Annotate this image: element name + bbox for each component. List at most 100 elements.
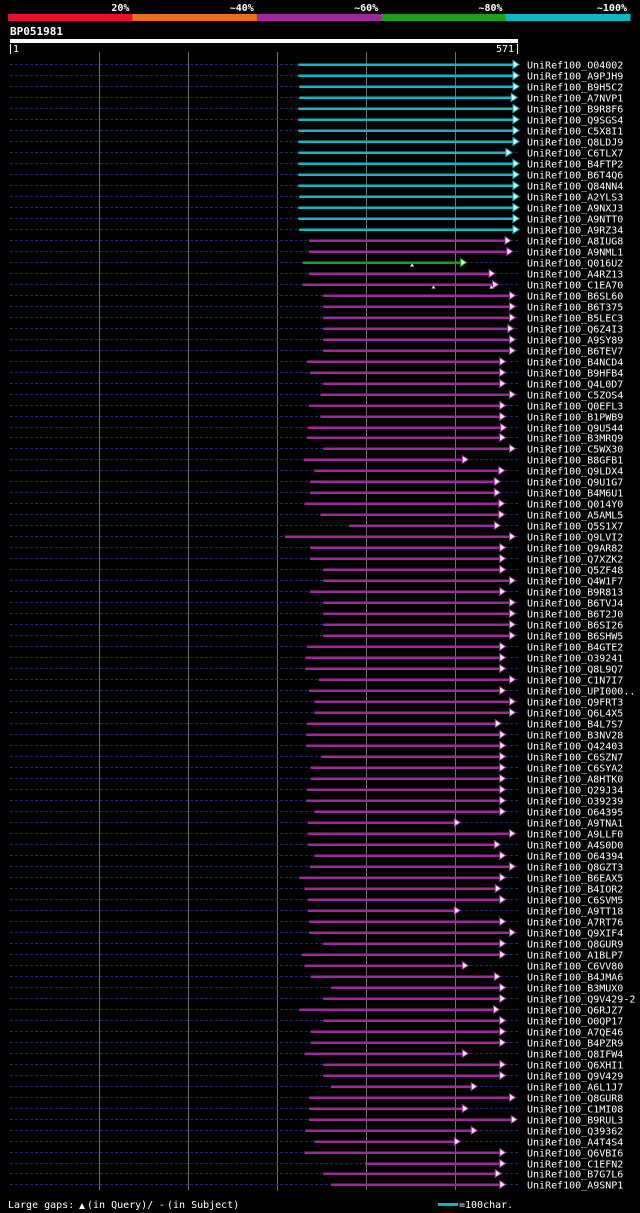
hit-label: UniRef100_A6L1J7 — [527, 1083, 623, 1094]
hit-label: UniRef100_A1BLP7 — [527, 951, 623, 962]
hit-end-arrow — [499, 784, 507, 795]
hit-label: UniRef100_A7RT76 — [527, 918, 623, 929]
hit-bar — [314, 469, 500, 472]
hit-label: UniRef100_C5X8I1 — [527, 127, 623, 138]
hit-bar — [323, 382, 501, 385]
hit-end-arrow — [499, 982, 507, 993]
hit-label: UniRef100_B6EAX5 — [527, 874, 623, 885]
hit-label: UniRef100_C6SYA2 — [527, 764, 623, 775]
hit-bar — [284, 535, 511, 538]
hit-bar — [323, 305, 511, 308]
hit-end-arrow — [499, 1015, 507, 1026]
hit-end-arrow — [499, 938, 507, 949]
hit-label: UniRef100_Q6L4X5 — [527, 709, 623, 720]
hit-label: UniRef100_Q8GUR8 — [527, 1094, 623, 1105]
hit-bar — [308, 689, 501, 692]
hit-end-arrow — [499, 367, 507, 378]
hit-end-arrow — [499, 586, 507, 597]
hit-bar — [308, 909, 456, 912]
hit-label: UniRef100_B9H5C2 — [527, 83, 623, 94]
hit-label: UniRef100_A9RZ34 — [527, 226, 623, 237]
hit-end-arrow — [512, 224, 520, 235]
hit-label: UniRef100_B6TVJ4 — [527, 599, 623, 610]
hit-label: UniRef100_C1N7I7 — [527, 676, 623, 687]
hit-bar — [301, 953, 501, 956]
hit-end-arrow — [512, 70, 520, 81]
query-gap-marker-icon — [79, 1203, 85, 1209]
hit-end-arrow — [508, 597, 517, 608]
hit-bar — [314, 810, 501, 813]
hit-bar — [309, 546, 501, 549]
hit-bar — [308, 250, 508, 253]
hit-bar — [323, 294, 511, 297]
hit-end-arrow — [499, 894, 507, 905]
hit-label: UniRef100_Q8L9Q7 — [527, 665, 623, 676]
hit-bar — [323, 634, 511, 637]
hit-bar — [308, 1096, 511, 1099]
hit-bar — [323, 612, 511, 615]
hit-bar — [298, 129, 514, 132]
hit-bar — [314, 700, 511, 703]
hit-label: UniRef100_Q9AR82 — [527, 544, 623, 555]
hit-end-arrow — [499, 564, 507, 575]
hit-label: UniRef100_A8HTK0 — [527, 775, 623, 786]
hit-end-arrow — [499, 1059, 507, 1070]
hit-label: UniRef100_Q9U1G7 — [527, 478, 623, 489]
hit-label: UniRef100_B9R813 — [527, 588, 623, 599]
hit-bar — [308, 931, 511, 934]
hit-label: UniRef100_O64394 — [527, 852, 623, 863]
hit-end-arrow — [493, 839, 502, 850]
hit-end-arrow — [494, 718, 503, 729]
hit-label: UniRef100_A9SNP1 — [527, 1181, 623, 1192]
hit-bar — [321, 755, 501, 758]
hit-label: UniRef100_C1EFN2 — [527, 1160, 623, 1171]
hit-end-arrow — [499, 762, 507, 773]
hit-label: UniRef100_Q9V429 — [527, 1072, 623, 1083]
hit-end-arrow — [512, 180, 520, 191]
hit-label: UniRef100_B8GFB1 — [527, 456, 623, 467]
hit-bar — [323, 349, 511, 352]
hit-bar — [298, 140, 514, 143]
hit-bar — [307, 360, 501, 363]
hit-end-arrow — [499, 663, 507, 674]
hit-end-arrow — [508, 927, 517, 938]
legend-gaps-subject: (in Subject) — [167, 1200, 239, 1211]
hit-bar — [307, 436, 501, 439]
hit-bar — [309, 480, 496, 483]
hit-end-arrow — [461, 1103, 470, 1114]
hit-bar — [302, 261, 462, 264]
hit-label: UniRef100_B4JMA6 — [527, 973, 623, 984]
hit-label: UniRef100_O39241 — [527, 654, 623, 665]
hit-label: UniRef100_B4NCD4 — [527, 358, 623, 369]
hit-end-arrow — [508, 707, 517, 718]
legend-gaps-dash: - — [159, 1200, 165, 1211]
hit-end-arrow — [507, 323, 515, 334]
hit-end-arrow — [512, 59, 520, 70]
hit-label: UniRef100_B3NV28 — [527, 731, 623, 742]
hit-label: UniRef100_C6TLX7 — [527, 149, 623, 160]
hit-end-arrow — [508, 443, 517, 454]
hit-end-arrow — [493, 487, 502, 498]
hit-bar — [299, 85, 514, 88]
hit-bar — [310, 975, 496, 978]
hit-bar — [307, 645, 501, 648]
hit-end-arrow — [508, 696, 517, 707]
hit-end-arrow — [499, 1026, 507, 1037]
hit-bar — [310, 1041, 501, 1044]
hit-end-arrow — [498, 509, 506, 520]
hit-label: UniRef100_C5WX30 — [527, 445, 623, 456]
hit-label: UniRef100_A9NXJ3 — [527, 204, 623, 215]
hit-label: UniRef100_A9TNA1 — [527, 819, 623, 830]
hit-end-arrow — [499, 411, 507, 422]
hit-bar — [298, 162, 514, 165]
hit-bar — [305, 667, 501, 670]
hit-end-arrow — [512, 169, 520, 180]
hit-end-arrow — [499, 872, 507, 883]
hit-label: UniRef100_B6SL60 — [527, 292, 623, 303]
hit-label: UniRef100_B6T4Q6 — [527, 171, 623, 182]
hit-bar — [298, 217, 514, 220]
hit-label: UniRef100_A9NTT0 — [527, 215, 623, 226]
hit-bar — [299, 876, 501, 879]
scale-segment — [8, 14, 133, 21]
hit-end-arrow — [499, 356, 507, 367]
